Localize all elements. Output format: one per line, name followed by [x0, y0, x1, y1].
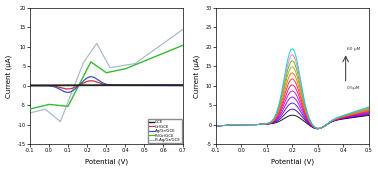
Legend: GCE, Gr/GCE, Ag/Gr/GCE, Pt/Gr/GCE, Pt-Ag/Gr/GCE: GCE, Gr/GCE, Ag/Gr/GCE, Pt/Gr/GCE, Pt-Ag…: [148, 119, 182, 143]
Y-axis label: Current (μA): Current (μA): [6, 54, 12, 97]
X-axis label: Potential (V): Potential (V): [85, 159, 128, 166]
Y-axis label: Current (μA): Current (μA): [194, 54, 200, 97]
X-axis label: Potential (V): Potential (V): [271, 159, 314, 166]
Text: 60 μM: 60 μM: [347, 47, 360, 50]
Text: 0.5μM: 0.5μM: [347, 86, 361, 90]
